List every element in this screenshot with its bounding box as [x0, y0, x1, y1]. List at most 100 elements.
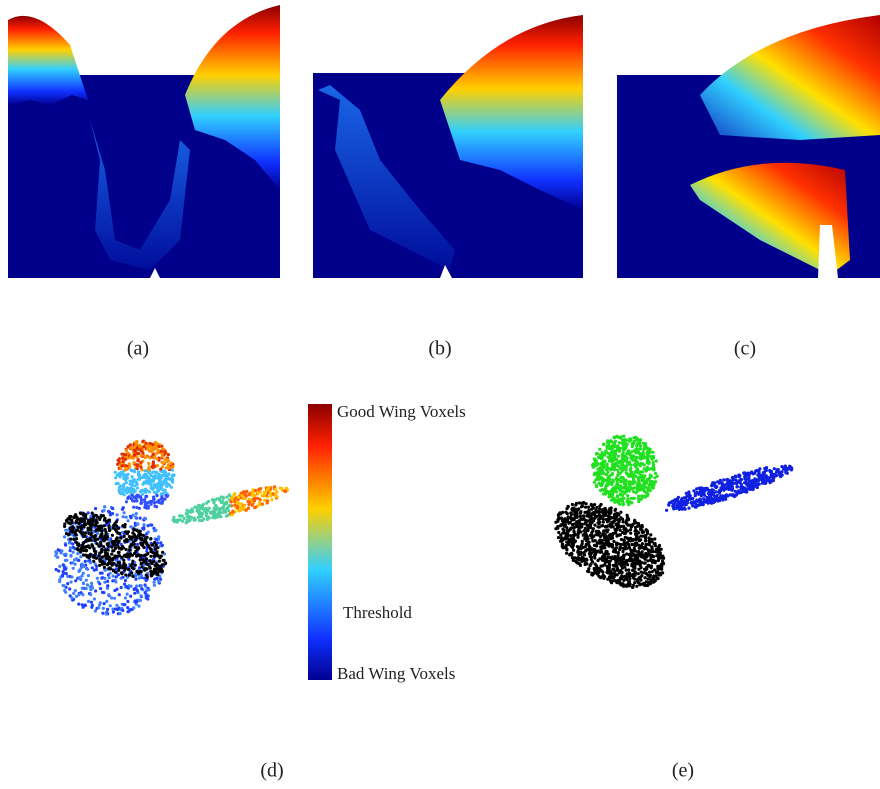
voxel: [659, 551, 662, 554]
voxel: [115, 575, 118, 578]
voxel: [140, 565, 143, 568]
voxel: [572, 534, 575, 537]
voxel: [598, 473, 601, 476]
voxel: [139, 461, 142, 464]
voxel: [591, 504, 594, 507]
voxel: [76, 547, 79, 550]
voxel: [628, 437, 631, 440]
voxel: [560, 517, 563, 520]
voxel: [694, 492, 697, 495]
voxel: [103, 524, 106, 527]
voxel: [611, 572, 614, 575]
voxel: [618, 562, 621, 565]
voxel: [638, 440, 641, 443]
voxel: [201, 519, 204, 522]
voxel: [125, 516, 128, 519]
voxel: [602, 443, 605, 446]
voxel: [132, 491, 135, 494]
voxel: [63, 589, 66, 592]
voxel: [149, 478, 152, 481]
voxel: [568, 539, 571, 542]
voxel: [616, 460, 619, 463]
voxel: [270, 498, 273, 501]
voxel: [704, 487, 707, 490]
voxel: [612, 525, 615, 528]
voxel: [139, 502, 142, 505]
voxel: [646, 452, 649, 455]
voxel: [118, 593, 121, 596]
voxel: [105, 600, 108, 603]
voxel: [102, 591, 105, 594]
voxel: [133, 484, 136, 487]
voxel: [69, 549, 72, 552]
voxel: [750, 483, 753, 486]
voxel: [139, 466, 142, 469]
voxel: [628, 488, 631, 491]
voxel: [153, 581, 156, 584]
voxel: [649, 538, 652, 541]
voxel: [567, 521, 570, 524]
voxel: [140, 584, 143, 587]
voxel: [133, 500, 136, 503]
voxel: [125, 585, 128, 588]
voxel: [712, 489, 715, 492]
voxel: [124, 489, 127, 492]
voxel: [724, 498, 727, 501]
voxel: [216, 515, 219, 518]
voxel: [119, 536, 122, 539]
voxel: [134, 516, 137, 519]
voxel: [636, 581, 639, 584]
voxel: [709, 496, 712, 499]
panel-label: (d): [260, 760, 283, 782]
voxel: [568, 553, 571, 556]
voxel: [171, 469, 174, 472]
voxel: [766, 477, 769, 480]
voxel: [616, 481, 619, 484]
voxel: [737, 490, 740, 493]
voxel: [614, 561, 617, 564]
voxel: [156, 573, 159, 576]
voxel: [135, 443, 138, 446]
voxel: [661, 557, 664, 560]
voxel: [623, 448, 626, 451]
voxel: [123, 603, 126, 606]
voxel: [64, 529, 67, 532]
voxel: [142, 546, 145, 549]
voxel: [748, 472, 751, 475]
voxel: [554, 527, 557, 530]
voxel: [648, 571, 651, 574]
colorbar-label: Threshold: [343, 603, 412, 622]
voxel: [629, 528, 632, 531]
voxel: [85, 545, 88, 548]
voxel: [611, 534, 614, 537]
voxel: [139, 594, 142, 597]
voxel: [587, 511, 590, 514]
voxel: [649, 533, 652, 536]
voxel: [70, 515, 73, 518]
voxel: [115, 564, 118, 567]
voxel: [638, 452, 641, 455]
voxel: [576, 525, 579, 528]
voxel: [135, 555, 138, 558]
voxel: [161, 481, 164, 484]
voxel: [626, 498, 629, 501]
voxel: [565, 532, 568, 535]
voxel: [634, 460, 637, 463]
voxel: [579, 530, 582, 533]
voxel: [622, 562, 625, 565]
voxel: [171, 474, 174, 477]
voxel: [258, 501, 261, 504]
voxel: [762, 471, 765, 474]
voxel: [643, 568, 646, 571]
voxel: [94, 589, 97, 592]
voxel: [653, 476, 656, 479]
voxel: [622, 525, 625, 528]
voxel: [157, 477, 160, 480]
voxel: [148, 490, 151, 493]
voxel: [633, 578, 636, 581]
voxel: [637, 552, 640, 555]
voxel: [587, 506, 590, 509]
voxel: [195, 506, 198, 509]
voxel: [706, 498, 709, 501]
voxel: [127, 553, 130, 556]
